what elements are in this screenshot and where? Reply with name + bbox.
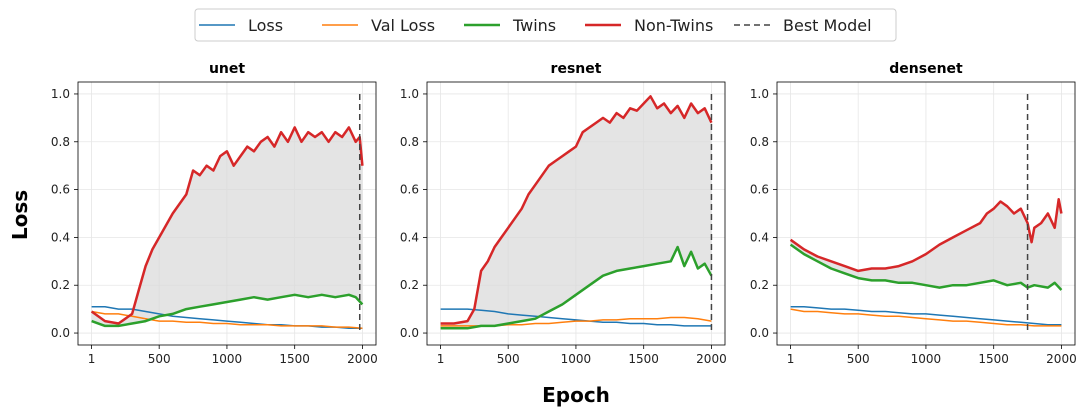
axes-frame <box>77 81 377 346</box>
y-tick-label: 0.6 <box>750 183 769 197</box>
legend-label: Non-Twins <box>634 16 713 35</box>
subplot-title: resnet <box>551 61 602 77</box>
gap-shade <box>440 96 712 329</box>
subplot-title: unet <box>209 61 245 77</box>
legend-entry: Val Loss <box>322 16 435 35</box>
y-tick-label: 0.2 <box>400 278 419 292</box>
y-tick-label: 0.4 <box>750 230 769 244</box>
x-tick-label: 1000 <box>212 352 243 366</box>
legend-label: Val Loss <box>371 16 435 35</box>
x-tick-label: 2000 <box>696 352 727 366</box>
figure-ylabel: Loss <box>8 190 32 240</box>
x-tick-label: 1 <box>437 352 445 366</box>
y-tick-label: 0.8 <box>51 135 70 149</box>
legend-label: Loss <box>248 16 283 35</box>
series-line-loss <box>440 308 712 327</box>
series-line-non-twins <box>789 197 1063 273</box>
y-tick-label: 0.0 <box>750 326 769 340</box>
legend: Loss Val Loss Twins Non-Twins Best Model <box>194 8 897 42</box>
x-tick-label: 1500 <box>978 352 1009 366</box>
legend-entry: Best Model <box>734 16 872 35</box>
subplot-title: densenet <box>889 61 963 77</box>
series-line-loss <box>790 305 1062 326</box>
figure-xlabel: Epoch <box>542 383 610 407</box>
y-tick-label: 0.8 <box>400 135 419 149</box>
y-tick-label: 0.4 <box>400 230 419 244</box>
series-line-twins <box>440 245 713 330</box>
x-tick-label: 1500 <box>628 352 659 366</box>
x-tick-label: 500 <box>148 352 171 366</box>
y-tick-label: 0.0 <box>51 326 70 340</box>
legend-entry: Twins <box>464 16 556 35</box>
y-tick-label: 1.0 <box>51 87 70 101</box>
y-tick-label: 0.6 <box>51 183 70 197</box>
legend-entry: Non-Twins <box>585 16 713 35</box>
y-tick-label: 1.0 <box>750 87 769 101</box>
gap-shade <box>790 199 1062 290</box>
x-tick-label: 1000 <box>911 352 942 366</box>
x-tick-label: 2000 <box>1046 352 1077 366</box>
x-tick-label: 500 <box>497 352 520 366</box>
x-tick-label: 1500 <box>279 352 310 366</box>
y-tick-label: 0.0 <box>400 326 419 340</box>
x-tick-label: 1000 <box>561 352 592 366</box>
legend-label: Twins <box>512 16 556 35</box>
y-tick-label: 0.2 <box>750 278 769 292</box>
legend-label: Best Model <box>783 16 872 35</box>
series-line-loss <box>91 305 363 330</box>
gap-shade <box>91 127 363 326</box>
y-tick-label: 0.2 <box>51 278 70 292</box>
x-tick-label: 1 <box>787 352 795 366</box>
series-line-val-loss <box>91 310 363 330</box>
series-line-val-loss <box>790 308 1062 327</box>
x-tick-label: 500 <box>847 352 870 366</box>
series-line-twins <box>789 243 1063 291</box>
x-tick-label: 1 <box>88 352 96 366</box>
series-line-non-twins <box>90 126 364 325</box>
y-tick-label: 0.8 <box>750 135 769 149</box>
y-tick-label: 1.0 <box>400 87 419 101</box>
series-line-twins <box>91 293 364 328</box>
subplot-densenet: 1 500 1000 1500 20000.00.20.40.60.81.0densen… <box>750 61 1077 366</box>
y-tick-label: 0.6 <box>400 183 419 197</box>
series-line-non-twins <box>440 95 713 325</box>
axes-frame <box>426 81 726 346</box>
legend-frame <box>194 8 897 42</box>
x-tick-label: 2000 <box>347 352 378 366</box>
y-tick-label: 0.4 <box>51 230 70 244</box>
legend-entry: Loss <box>199 16 283 35</box>
axes-frame <box>776 81 1076 346</box>
